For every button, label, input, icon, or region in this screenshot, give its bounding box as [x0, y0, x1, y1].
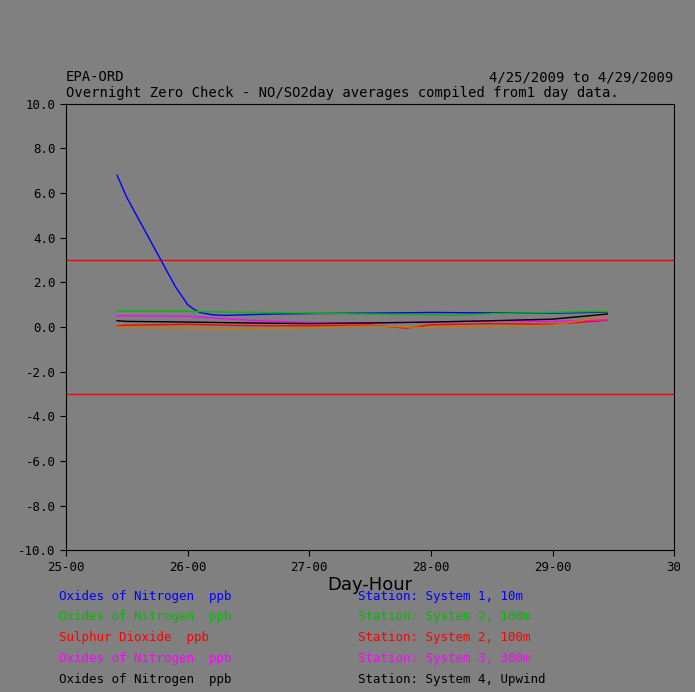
Text: Oxides of Nitrogen  ppb: Oxides of Nitrogen ppb — [59, 673, 231, 686]
Text: Station: System 1, 10m: Station: System 1, 10m — [358, 590, 523, 603]
Text: Oxides of Nitrogen  ppb: Oxides of Nitrogen ppb — [59, 590, 231, 603]
Text: Station: System 2, 100m: Station: System 2, 100m — [358, 631, 530, 644]
Text: Oxides of Nitrogen  ppb: Oxides of Nitrogen ppb — [59, 652, 231, 665]
Text: Oxides of Nitrogen  ppb: Oxides of Nitrogen ppb — [59, 610, 231, 623]
Text: Overnight Zero Check - NO/SO2day averages compiled from1 day data.: Overnight Zero Check - NO/SO2day average… — [66, 86, 619, 100]
X-axis label: Day-Hour: Day-Hour — [327, 576, 413, 594]
Text: Station: System 2, 100m: Station: System 2, 100m — [358, 610, 530, 623]
Text: EPA-ORD: EPA-ORD — [66, 71, 124, 84]
Text: Station: System 4, Upwind: Station: System 4, Upwind — [358, 673, 546, 686]
Text: Sulphur Dioxide  ppb: Sulphur Dioxide ppb — [59, 631, 209, 644]
Text: 4/25/2009 to 4/29/2009: 4/25/2009 to 4/29/2009 — [489, 71, 673, 84]
Text: Station: System 3, 300m: Station: System 3, 300m — [358, 652, 530, 665]
